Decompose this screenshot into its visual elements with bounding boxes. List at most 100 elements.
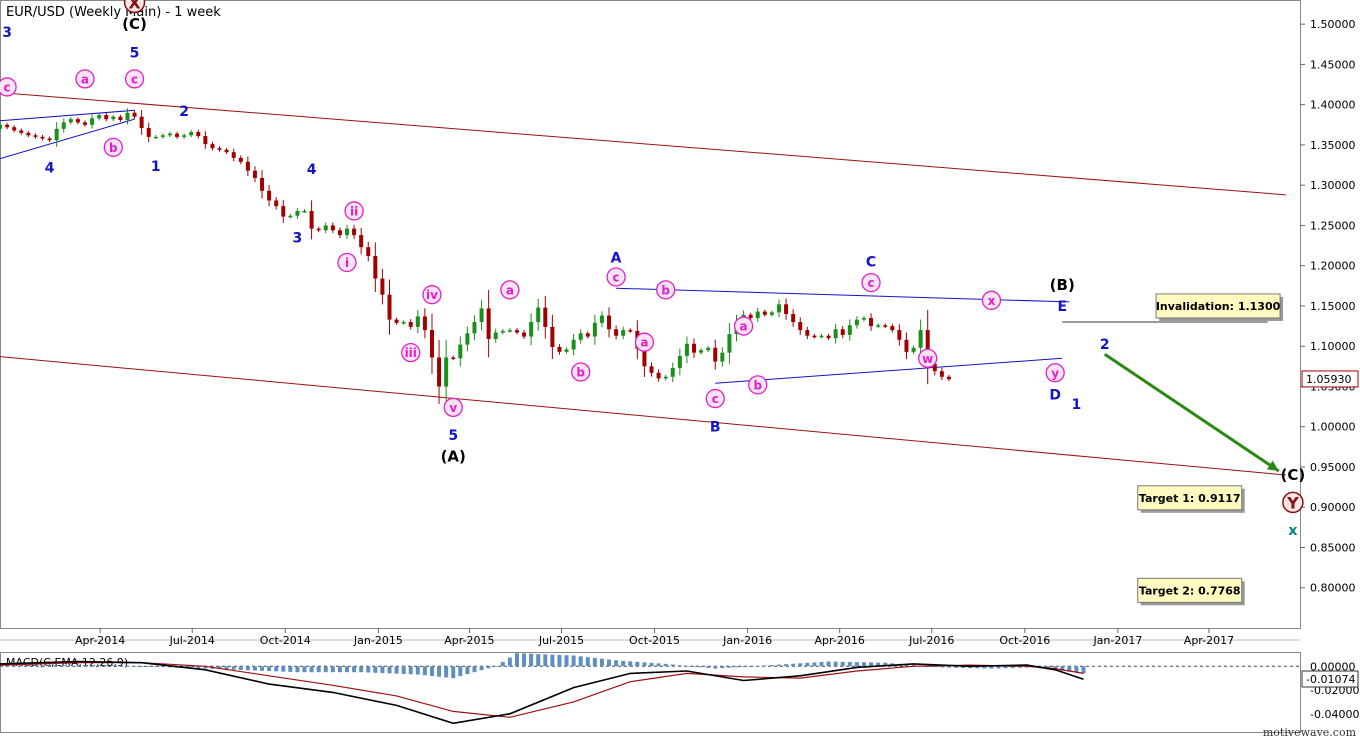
price-tick-label: 1.10000 <box>1310 340 1356 353</box>
macd-hist-bar <box>904 664 909 667</box>
macd-hist-bar <box>564 655 569 667</box>
macd-hist-bar <box>755 665 760 667</box>
macd-hist-bar <box>670 664 675 667</box>
candle-body <box>755 311 760 319</box>
macd-hist-bar <box>954 666 959 668</box>
macd-hist-bar <box>451 666 456 679</box>
macd-hist-bar <box>883 662 888 667</box>
macd-hist-bar <box>982 666 987 669</box>
candle-body <box>847 325 852 335</box>
candle-body <box>189 132 194 136</box>
wave-label-circle <box>861 272 881 293</box>
candle-body <box>784 304 789 314</box>
candle-body <box>182 135 187 137</box>
candle-body <box>401 322 406 324</box>
macd-hist-bar <box>925 666 930 668</box>
candle-body <box>0 124 2 129</box>
wave-label-circle <box>634 332 655 352</box>
time-tick-label: Oct-2014 <box>260 634 311 647</box>
wave-label: y <box>1051 366 1059 380</box>
wave-label-circle <box>0 77 17 97</box>
candle-body <box>330 225 335 231</box>
macd-hist-bar <box>160 666 165 668</box>
macd-hist-bar <box>861 662 866 667</box>
candle-body <box>408 322 413 327</box>
wave-label-circle <box>422 285 442 305</box>
candle-body <box>61 122 66 129</box>
callouts: Invalidation: 1.1300 Target 1: 0.9117 Targ… <box>1137 293 1284 606</box>
macd-hist-bar <box>812 662 817 667</box>
macd-hist-bar <box>989 666 994 669</box>
macd-hist-bar <box>847 661 852 667</box>
candle-body <box>727 334 732 353</box>
macd-hist-bar <box>607 659 612 667</box>
macd-hist-bar <box>125 665 130 667</box>
macd-hist-bar <box>380 666 385 674</box>
wave-label-circle <box>1045 363 1065 383</box>
candle-body <box>238 157 243 162</box>
macd-hist-bar <box>819 661 824 667</box>
time-tick-label: Oct-2015 <box>629 634 680 647</box>
candle-body <box>47 138 52 141</box>
macd-hist-bar <box>359 666 364 673</box>
candle-body <box>288 215 293 218</box>
candle-body <box>776 304 781 313</box>
macd-hist-bar <box>345 666 350 673</box>
macd-hist-bar <box>1003 666 1008 669</box>
price-axis[interactable]: 1.50000 1.45000 1.40000 1.35000 1.30000 1.250… <box>1300 18 1359 595</box>
time-axis[interactable]: Apr-2014 Jul-2014 Oct-2014 Jan-2015 Apr-2015… <box>75 628 1234 647</box>
candle-body <box>104 115 109 120</box>
candle-body <box>337 230 342 236</box>
macd-hist-bar <box>1074 666 1079 673</box>
time-tick-label: Apr-2015 <box>444 634 494 647</box>
wave-label: c <box>712 392 719 406</box>
macd-hist-bar <box>238 666 243 670</box>
macd-hist-bar <box>946 666 951 668</box>
candle-body <box>677 355 682 368</box>
macd-hist-bar <box>776 664 781 667</box>
macd-hist-bar <box>408 666 413 675</box>
macd-hist-bar <box>706 666 711 668</box>
macd-current-label: -0.01074 <box>1306 673 1355 686</box>
candle-body <box>458 344 463 359</box>
macd-hist-bar <box>33 665 38 667</box>
wave-label-circle <box>571 362 591 382</box>
macd-hist-bar <box>295 666 300 673</box>
candle-body <box>33 135 38 137</box>
macd-hist-bar <box>486 666 491 669</box>
candle-body <box>125 112 130 120</box>
macd-hist-bar <box>578 656 583 667</box>
candle-body <box>345 228 350 236</box>
wave-label: ii <box>350 204 358 218</box>
candle-body <box>904 339 909 352</box>
wave-label: c <box>613 270 620 284</box>
macd-hist-bar <box>111 665 116 667</box>
wave-label: 1 <box>1072 397 1082 413</box>
wave-label-circle <box>606 267 626 287</box>
price-tick-label: 0.90000 <box>1310 501 1356 514</box>
target-arrow-head <box>1266 460 1279 471</box>
candle-body <box>252 170 257 178</box>
wave-label: i <box>345 256 349 270</box>
wave-label: B <box>710 420 721 436</box>
candle-body <box>543 307 548 327</box>
candle-body <box>805 330 810 336</box>
wave-label-circle <box>123 0 146 14</box>
macd-hist-bar <box>352 666 357 673</box>
wave-label: 3 <box>293 231 303 247</box>
macd-hist-bar <box>61 665 66 667</box>
macd-hist-bar <box>854 662 859 667</box>
candle-body <box>550 326 555 348</box>
macd-hist-bar <box>429 666 434 676</box>
candle-body <box>911 347 916 352</box>
macd-hist-bar <box>876 662 881 667</box>
candle-body <box>146 128 151 137</box>
candle-body <box>111 116 116 120</box>
wave-label: a <box>81 72 89 86</box>
wave-label-circle <box>337 252 357 273</box>
candle-body <box>628 330 633 332</box>
wave-label-circle <box>733 316 754 336</box>
macd-hist-bar <box>663 663 668 667</box>
wave-label: c <box>131 72 138 86</box>
